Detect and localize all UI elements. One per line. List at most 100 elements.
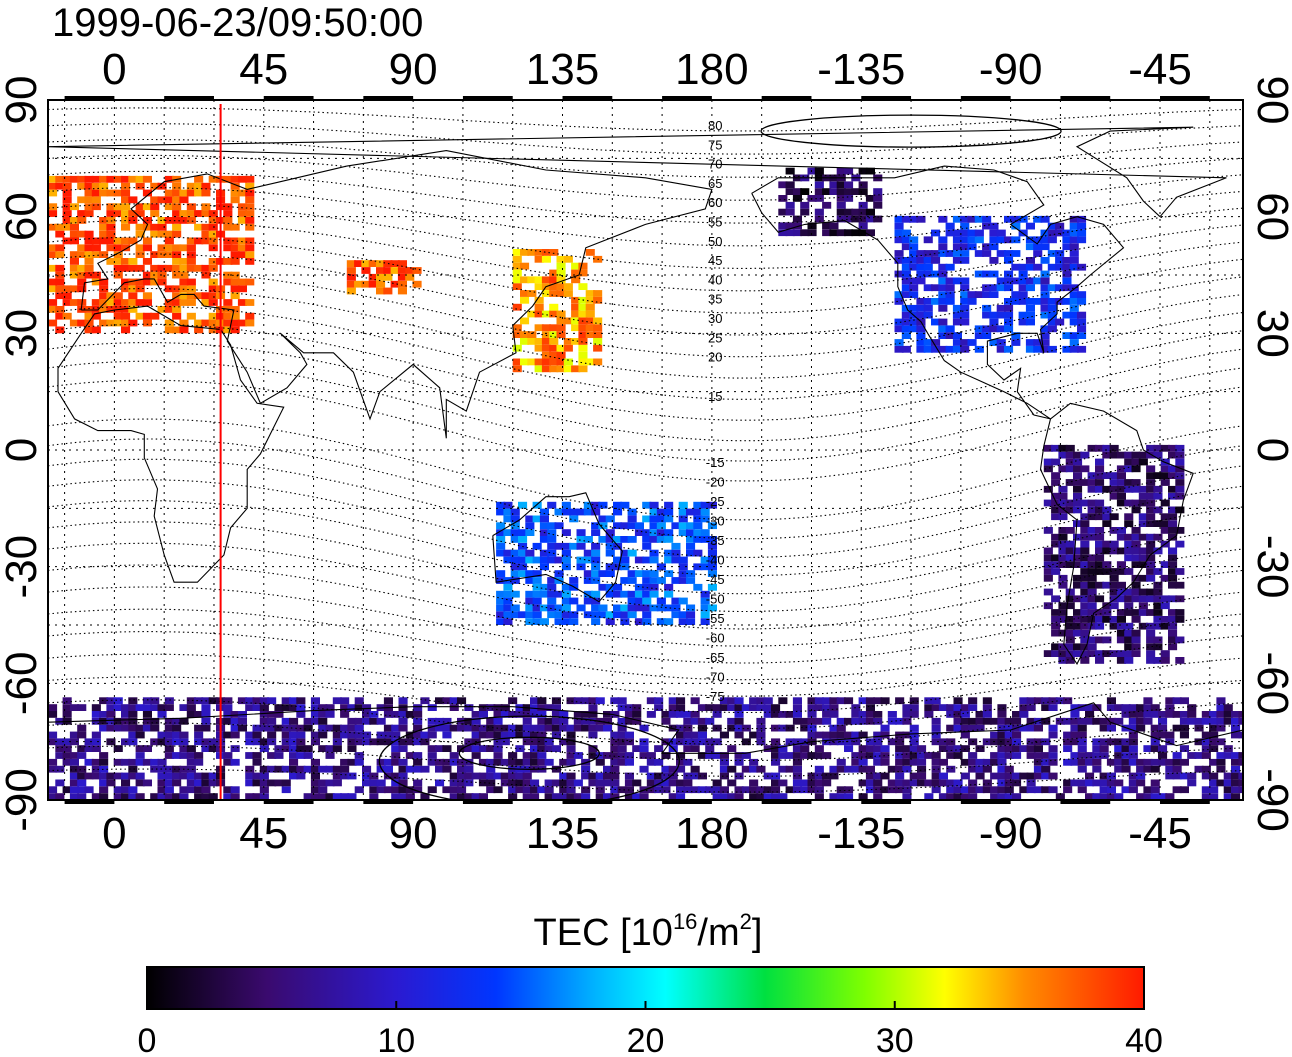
tec-cell bbox=[164, 326, 174, 334]
tec-cell bbox=[946, 724, 956, 732]
tec-cell bbox=[537, 745, 547, 752]
tec-cell bbox=[354, 697, 364, 705]
tec-cell bbox=[989, 291, 999, 298]
tec-cell bbox=[1043, 499, 1053, 507]
tec-cell bbox=[332, 765, 342, 773]
tec-cell bbox=[1080, 568, 1090, 575]
tec-cell bbox=[1012, 745, 1022, 752]
tec-cell bbox=[909, 711, 919, 718]
tec-cell bbox=[267, 717, 277, 725]
tec-cell bbox=[1175, 479, 1185, 486]
tec-cell bbox=[493, 772, 503, 780]
frame-tick bbox=[960, 96, 1011, 100]
tec-cell bbox=[693, 501, 703, 509]
tec-cell bbox=[1065, 527, 1075, 534]
tec-cell bbox=[712, 704, 722, 711]
tec-cell bbox=[1062, 332, 1072, 339]
tec-cell bbox=[1179, 786, 1189, 794]
tec-cell bbox=[62, 175, 72, 183]
tec-cell bbox=[55, 765, 65, 773]
tec-cell bbox=[318, 704, 328, 711]
tec-cell bbox=[1168, 472, 1178, 479]
tec-cell bbox=[624, 758, 634, 766]
tec-cell bbox=[598, 604, 608, 612]
tec-cell bbox=[1033, 339, 1043, 346]
tec-cell bbox=[1102, 609, 1112, 616]
tec-cell bbox=[194, 758, 204, 766]
tec-cell bbox=[693, 508, 703, 516]
tec-cell bbox=[201, 724, 211, 732]
tec-cell bbox=[449, 697, 459, 705]
tec-cell bbox=[527, 290, 537, 297]
tec-cell bbox=[84, 175, 94, 183]
tec-cell bbox=[369, 738, 379, 746]
tec-cell bbox=[549, 331, 559, 338]
tec-cell bbox=[1095, 657, 1105, 664]
tec-cell bbox=[573, 779, 583, 787]
tec-cell bbox=[208, 258, 218, 265]
tec-cell bbox=[836, 208, 846, 216]
tec-cell bbox=[77, 196, 87, 204]
tec-cell bbox=[1011, 215, 1021, 223]
tec-cell bbox=[996, 304, 1006, 312]
contour-line bbox=[48, 253, 1243, 336]
tec-cell bbox=[771, 786, 781, 794]
tec-cell bbox=[1160, 479, 1170, 486]
tec-cell bbox=[142, 717, 152, 725]
tec-cell bbox=[362, 731, 372, 739]
tec-cell bbox=[1085, 717, 1095, 725]
tec-cell bbox=[376, 758, 386, 766]
tec-cell bbox=[194, 264, 204, 272]
tec-cell bbox=[668, 711, 678, 718]
tec-cell bbox=[1216, 752, 1226, 759]
tec-cell bbox=[150, 182, 160, 190]
tec-cell bbox=[186, 182, 196, 190]
tec-cell bbox=[1080, 574, 1090, 582]
tec-cell bbox=[549, 358, 559, 366]
tec-cell bbox=[1026, 704, 1036, 711]
tec-cell bbox=[792, 195, 802, 202]
tec-cell bbox=[113, 299, 123, 306]
tec-cell bbox=[164, 196, 174, 204]
tec-cell bbox=[829, 222, 839, 230]
tec-cell bbox=[1168, 451, 1178, 459]
tec-cell bbox=[593, 358, 603, 366]
tec-cell bbox=[1018, 263, 1028, 271]
tec-cell bbox=[1085, 793, 1095, 800]
tec-cell bbox=[1175, 444, 1185, 452]
tec-cell bbox=[1143, 697, 1153, 705]
tec-cell bbox=[1187, 779, 1197, 787]
tec-cell bbox=[1102, 650, 1112, 657]
tec-cell bbox=[549, 249, 559, 256]
tec-cell bbox=[99, 182, 109, 190]
tec-cell bbox=[593, 324, 603, 332]
tec-cell bbox=[1058, 465, 1068, 473]
tec-cell bbox=[91, 731, 101, 739]
tec-cell bbox=[91, 244, 101, 252]
tec-cell bbox=[642, 604, 652, 612]
tec-cell bbox=[99, 175, 109, 183]
tec-cell bbox=[128, 278, 138, 286]
tec-cell bbox=[1102, 444, 1112, 452]
tec-cell bbox=[613, 604, 623, 612]
tec-cell bbox=[1175, 581, 1185, 589]
tec-cell bbox=[527, 249, 537, 256]
tec-cell bbox=[1168, 485, 1178, 493]
tec-cell bbox=[1047, 236, 1057, 244]
tec-cell bbox=[1146, 506, 1156, 514]
tec-cell bbox=[1040, 332, 1050, 339]
tec-cell bbox=[763, 786, 773, 794]
tec-cell bbox=[1069, 339, 1079, 346]
tec-cell bbox=[591, 597, 601, 605]
tec-cell bbox=[208, 745, 218, 752]
tec-cell bbox=[1131, 479, 1141, 486]
tec-cell bbox=[390, 260, 400, 267]
tec-cell bbox=[982, 270, 992, 278]
tec-cell bbox=[230, 278, 240, 286]
tec-cell bbox=[245, 765, 255, 773]
tec-cell bbox=[931, 318, 941, 326]
tec-cell bbox=[931, 772, 941, 780]
tec-cell bbox=[707, 522, 717, 530]
tec-cell bbox=[201, 772, 211, 780]
tec-cell bbox=[923, 339, 933, 346]
